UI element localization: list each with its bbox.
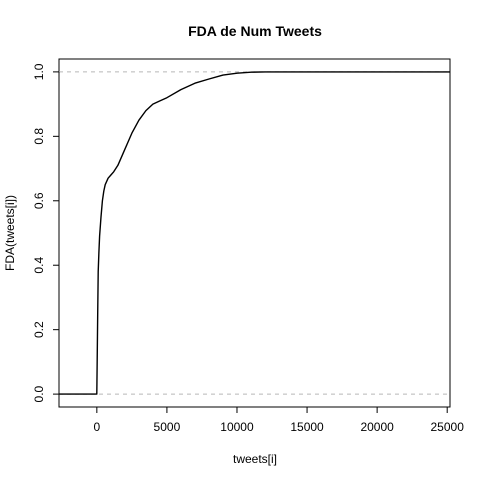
- y-tick-label: 1.0: [32, 63, 46, 80]
- series-group: [59, 71, 450, 395]
- y-axis-label: FDA(tweets[i]): [3, 195, 17, 271]
- y-axis: 0.0 0.2 0.4 0.6 0.8 1.0: [32, 63, 60, 402]
- y-tick-label: 0.2: [32, 321, 46, 338]
- x-tick-label: 10000: [220, 420, 254, 434]
- x-tick-label: 0: [93, 420, 100, 434]
- plot-frame: [58, 58, 451, 408]
- x-axis-label: tweets[i]: [233, 452, 277, 466]
- chart-title: FDA de Num Tweets: [188, 23, 322, 39]
- y-tick-label: 0.6: [32, 192, 46, 209]
- x-tick-label: 5000: [154, 420, 181, 434]
- x-tick-label: 20000: [360, 420, 394, 434]
- y-tick-label: 0.4: [32, 257, 46, 274]
- x-tick-label: 15000: [290, 420, 324, 434]
- series-line-0: [59, 71, 450, 395]
- y-tick-label: 0.8: [32, 128, 46, 145]
- reference-lines: [59, 71, 450, 395]
- y-tick-label: 0.0: [32, 385, 46, 402]
- x-tick-label: 25000: [431, 420, 465, 434]
- x-axis: 0 5000 10000 15000 20000 25000: [93, 406, 465, 434]
